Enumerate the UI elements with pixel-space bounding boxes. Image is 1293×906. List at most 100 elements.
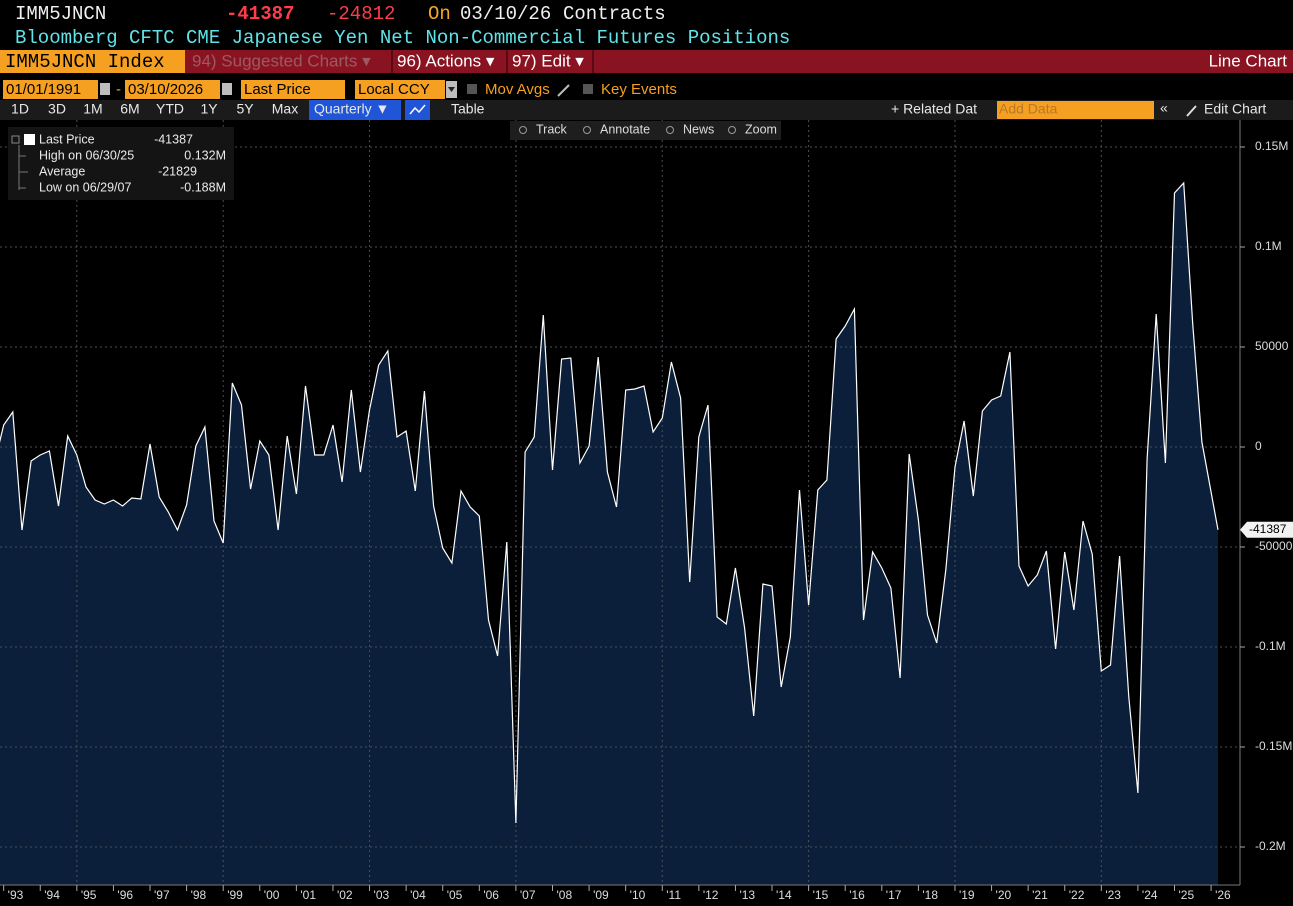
security-box[interactable]	[0, 50, 185, 73]
suggested-charts[interactable]: 94) Suggested Charts ▾	[192, 51, 371, 70]
related-data[interactable]: + Related Dat	[891, 101, 977, 117]
y-tick-label: 0	[1255, 439, 1262, 453]
toolbar-bg	[185, 50, 1293, 73]
range-button[interactable]: 5Y	[236, 101, 254, 117]
y-tick-label: 0.1M	[1255, 239, 1282, 253]
x-tick-label: '02	[337, 888, 353, 902]
end-date-box[interactable]	[125, 80, 220, 99]
y-tick-label: -0.1M	[1255, 639, 1286, 653]
x-tick-label: '08	[556, 888, 572, 902]
calendar-icon[interactable]	[100, 83, 110, 95]
x-tick-label: '05	[447, 888, 463, 902]
x-tick-label: '96	[117, 888, 133, 902]
x-tick-label: '06	[483, 888, 499, 902]
x-tick-label: '21	[1032, 888, 1048, 902]
y-tick-label: 0.15M	[1255, 139, 1288, 153]
plot-area	[0, 120, 1240, 885]
x-tick-label: '98	[191, 888, 207, 902]
y-tick-label: -50000	[1255, 539, 1293, 553]
actions-menu[interactable]: 96) Actions ▾	[397, 51, 495, 70]
legend-stat-value: -21829	[158, 164, 197, 178]
x-tick-label: '22	[1069, 888, 1085, 902]
legend-stat-label: High on 06/30/25	[39, 148, 134, 162]
field[interactable]: Last Price	[244, 81, 311, 98]
mov-avgs[interactable]: Mov Avgs	[485, 81, 550, 98]
x-tick-label: '23	[1105, 888, 1121, 902]
x-tick-label: '11	[666, 888, 681, 902]
tool-icon[interactable]	[519, 126, 527, 134]
change: -24812	[327, 3, 395, 25]
units: Contracts	[563, 3, 666, 25]
checkbox[interactable]	[583, 84, 593, 94]
chart-icon	[409, 104, 426, 115]
legend-collapse[interactable]	[11, 135, 20, 144]
tool-button[interactable]: Track	[536, 122, 568, 136]
x-tick-label: '18	[922, 888, 938, 902]
x-tick-label: '20	[996, 888, 1012, 902]
frequency[interactable]: Quarterly ▼	[314, 101, 389, 117]
range-button[interactable]: 1M	[83, 101, 102, 117]
x-tick-label: '07	[520, 888, 536, 902]
chart-type[interactable]: Line Chart	[1209, 51, 1288, 70]
legend-series: Last Price	[39, 132, 95, 146]
range-button[interactable]: 1Y	[200, 101, 218, 117]
legend-stat-value: -0.188M	[180, 180, 226, 194]
last-value-tag	[1240, 521, 1293, 538]
tool-button[interactable]: Annotate	[600, 122, 650, 136]
pencil-icon[interactable]	[557, 84, 570, 97]
start-date-box[interactable]	[3, 80, 98, 99]
x-tick-label: '25	[1179, 888, 1195, 902]
tool-icon[interactable]	[583, 126, 591, 134]
field-box[interactable]	[241, 80, 345, 99]
checkbox[interactable]	[467, 84, 477, 94]
x-tick-label: '97	[154, 888, 170, 902]
range-button[interactable]: YTD	[156, 101, 184, 117]
y-tick-label: -0.15M	[1255, 739, 1292, 753]
key-events[interactable]: Key Events	[601, 81, 677, 98]
range-button[interactable]: 3D	[48, 101, 66, 117]
x-tick-label: '17	[886, 888, 902, 902]
currency-box[interactable]	[355, 80, 445, 99]
x-tick-label: '26	[1215, 888, 1231, 902]
add-data-box[interactable]	[997, 101, 1154, 119]
range-button[interactable]: Max	[272, 101, 298, 117]
table-button[interactable]: Table	[451, 101, 485, 117]
x-tick-label: '16	[849, 888, 865, 902]
calendar-icon[interactable]	[222, 83, 232, 95]
range-button[interactable]: 1D	[11, 101, 29, 117]
pencil-icon	[1186, 105, 1197, 117]
add-data[interactable]: Add Data	[999, 101, 1058, 117]
edit-menu[interactable]: 97) Edit ▾	[512, 51, 584, 70]
area-fill	[0, 183, 1218, 885]
x-tick-label: '93	[8, 888, 24, 902]
tool-icon[interactable]	[728, 126, 736, 134]
x-tick-label: '99	[227, 888, 243, 902]
chart-tools-bg	[510, 121, 781, 140]
tool-icon[interactable]	[666, 126, 674, 134]
dropdown-arrow	[448, 87, 455, 92]
description: Bloomberg CFTC CME Japanese Yen Net Non-…	[15, 27, 790, 49]
tool-button[interactable]: News	[683, 122, 714, 136]
y-tick-label: 50000	[1255, 339, 1289, 353]
end-date[interactable]: 03/10/2026	[128, 81, 203, 98]
x-tick-label: '03	[374, 888, 390, 902]
date-dash: -	[116, 81, 121, 98]
collapse-button[interactable]: «	[1160, 100, 1168, 116]
x-tick-label: '13	[739, 888, 755, 902]
date: 03/10/26	[460, 3, 551, 25]
tool-button[interactable]: Zoom	[745, 122, 777, 136]
security[interactable]: IMM5JNCN Index	[5, 51, 165, 73]
start-date[interactable]: 01/01/1991	[6, 81, 81, 98]
x-tick-label: '10	[630, 888, 646, 902]
y-tick-label: -0.2M	[1255, 839, 1286, 853]
frequency-box[interactable]	[309, 100, 401, 120]
range-button[interactable]: 6M	[120, 101, 139, 117]
edit-chart[interactable]: Edit Chart	[1204, 101, 1266, 117]
legend-swatch	[24, 134, 35, 145]
last-value-label: -41387	[1249, 522, 1287, 536]
x-tick-label: '01	[300, 888, 316, 902]
legend-stat-value: 0.132M	[184, 148, 226, 162]
on-label: On	[428, 3, 451, 25]
currency[interactable]: Local CCY	[358, 81, 430, 98]
